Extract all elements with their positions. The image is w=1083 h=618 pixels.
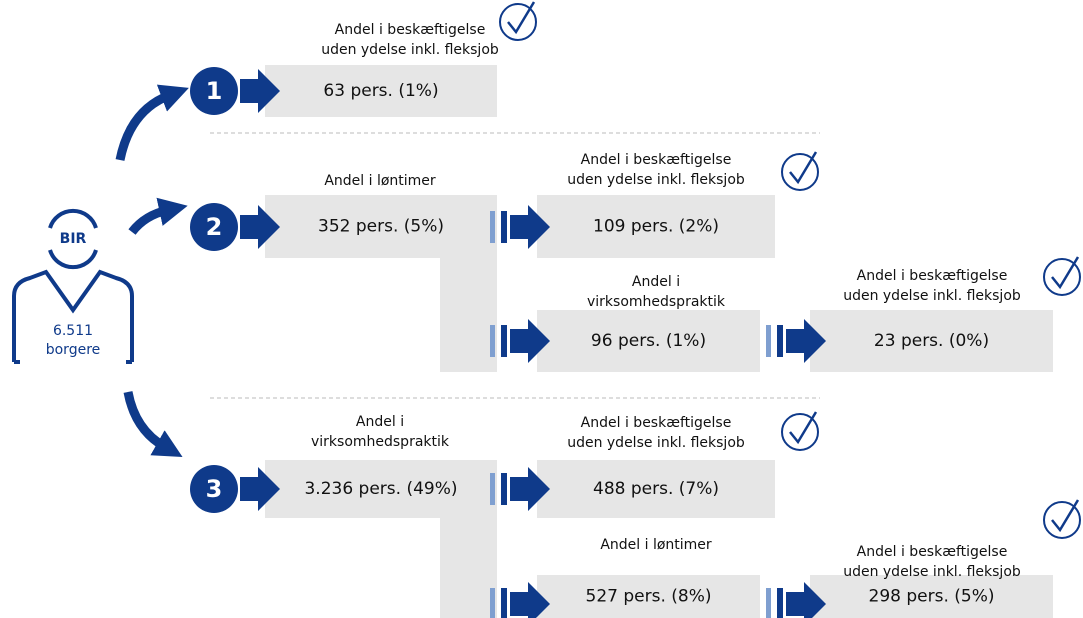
person-title: BIR xyxy=(60,231,87,247)
box xyxy=(265,460,497,518)
box-value: 527 pers. (8%) xyxy=(586,587,712,607)
box xyxy=(537,460,775,518)
step-number: 2 xyxy=(206,213,223,241)
arrow xyxy=(240,205,280,249)
check-icon xyxy=(1051,256,1080,290)
box-label: Andel i løntimer xyxy=(600,537,712,553)
box-label: Andel i beskæftigelse xyxy=(857,544,1008,560)
connector-bar xyxy=(490,588,495,618)
step-circle xyxy=(190,465,238,513)
arrow xyxy=(510,319,550,363)
person-icon xyxy=(12,208,134,364)
check-icon xyxy=(1043,501,1081,539)
arrow xyxy=(786,319,826,363)
flow-arrows xyxy=(115,84,189,457)
box-label: Andel i beskæftigelse xyxy=(857,268,1008,284)
person-unit: borgere xyxy=(46,342,101,358)
box-value: 23 pers. (0%) xyxy=(874,331,989,351)
box-extension xyxy=(440,518,497,618)
check-icon xyxy=(1043,258,1081,296)
box xyxy=(537,195,775,258)
step-number: 3 xyxy=(206,475,223,503)
box-value: 3.236 pers. (49%) xyxy=(304,479,457,499)
arrow xyxy=(240,69,280,113)
connector-bar xyxy=(777,588,783,618)
box-label: virksomhedspraktik xyxy=(587,294,726,310)
box-label: virksomhedspraktik xyxy=(311,434,450,450)
check-icon xyxy=(789,151,818,185)
check-icon xyxy=(499,3,537,41)
connector-bar xyxy=(501,211,507,243)
box-label: uden ydelse inkl. fleksjob xyxy=(843,564,1021,580)
box xyxy=(265,65,497,117)
box-label: uden ydelse inkl. fleksjob xyxy=(567,172,745,188)
box-label: uden ydelse inkl. fleksjob xyxy=(567,435,745,451)
box-value: 96 pers. (1%) xyxy=(591,331,706,351)
check-icon xyxy=(781,413,819,451)
connector-bar xyxy=(490,211,495,243)
box-label: Andel i løntimer xyxy=(324,173,436,189)
box xyxy=(265,195,497,258)
connector-bar xyxy=(766,588,771,618)
box-value: 298 pers. (5%) xyxy=(869,587,995,607)
box-label: uden ydelse inkl. fleksjob xyxy=(843,288,1021,304)
check-icon xyxy=(789,411,818,445)
connector-bar xyxy=(501,473,507,505)
box-value: 63 pers. (1%) xyxy=(323,81,438,101)
box-label: uden ydelse inkl. fleksjob xyxy=(321,42,499,58)
box xyxy=(537,575,760,618)
box-extension xyxy=(440,258,497,372)
connector-bar xyxy=(777,325,783,357)
person-count: 6.511 xyxy=(53,323,93,339)
box-label: Andel i xyxy=(632,274,680,290)
step-number: 1 xyxy=(206,77,223,105)
step-circle xyxy=(190,203,238,251)
arrow xyxy=(240,467,280,511)
box-label: Andel i xyxy=(356,414,404,430)
connector-bar xyxy=(766,325,771,357)
arrow xyxy=(510,205,550,249)
arrow xyxy=(510,467,550,511)
connector-bar xyxy=(501,588,507,618)
connector-bar xyxy=(501,325,507,357)
box xyxy=(537,310,760,372)
check-icon xyxy=(507,1,536,35)
box-value: 109 pers. (2%) xyxy=(593,217,719,237)
box-value: 488 pers. (7%) xyxy=(593,479,719,499)
connector-bar xyxy=(490,473,495,505)
arrow xyxy=(510,582,550,618)
arrow xyxy=(786,582,826,618)
box-label: Andel i beskæftigelse xyxy=(335,22,486,38)
box-label: Andel i beskæftigelse xyxy=(581,415,732,431)
check-icon xyxy=(1051,499,1080,533)
connector-bar xyxy=(490,325,495,357)
box-label: Andel i beskæftigelse xyxy=(581,152,732,168)
step-circle xyxy=(190,67,238,115)
box-value: 352 pers. (5%) xyxy=(318,217,444,237)
box xyxy=(810,310,1053,372)
box xyxy=(810,575,1053,618)
check-icon xyxy=(781,153,819,191)
